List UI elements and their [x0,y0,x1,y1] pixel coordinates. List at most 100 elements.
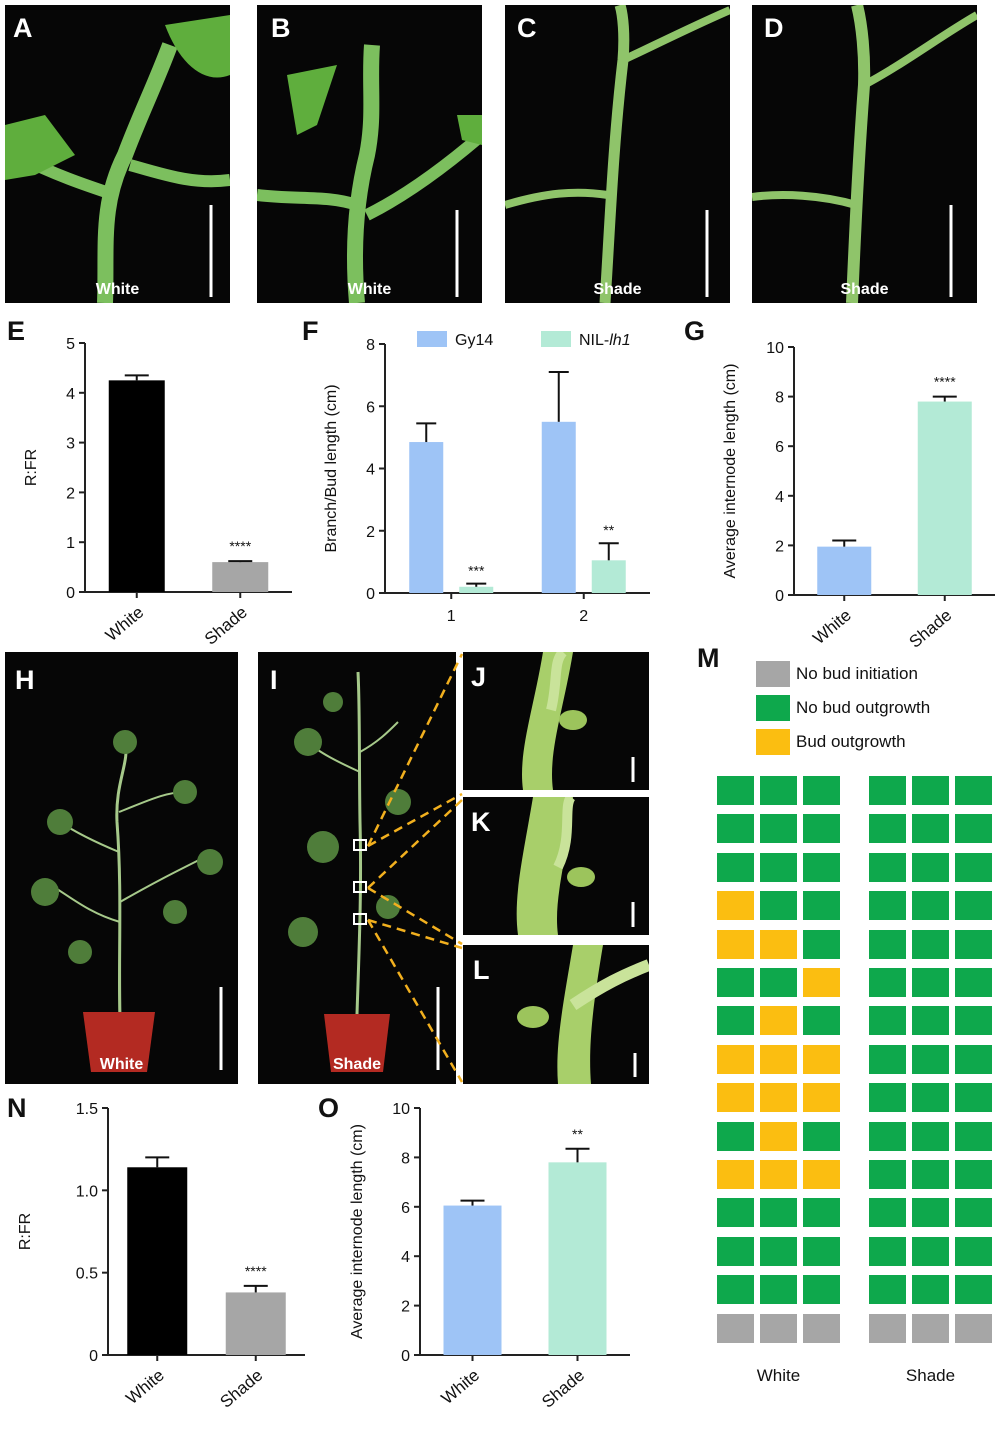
condition-label: White [347,281,392,298]
grid-cell [760,1083,797,1113]
grid-cell [760,1121,797,1151]
grid-cell [717,1044,754,1074]
panel-letter-e: E [7,316,26,346]
significance-label: **** [245,1263,267,1279]
y-axis-label: Branch/Bud length (cm) [323,384,340,552]
grid-cell [717,1083,754,1113]
bar [127,1167,188,1355]
y-axis-label: Average internode length (cm) [349,1124,366,1339]
grid-cell [717,1236,754,1266]
y-tick-label: 0 [401,1348,410,1365]
chart-svg: 0 2 4 6 8 10 Average internode length (cm) Whit… [349,1101,630,1412]
grid-cell [717,891,754,921]
grid-cell [912,814,949,844]
y-tick-label: 8 [366,337,375,354]
grid-cell [717,1160,754,1189]
stem-illustration [5,15,230,303]
grid-cell [717,968,754,997]
bar [591,560,626,593]
legend-swatch [756,661,790,687]
grid-cell [760,1160,797,1189]
y-tick-label: 6 [366,399,375,416]
grid-cell [955,1121,992,1151]
grid-cell [717,1275,754,1305]
photo-l: L [463,945,649,1084]
x-tick-label: Shade [201,603,251,649]
stem-illustration [257,44,482,303]
y-tick-label: 5 [66,336,75,353]
x-tick-label: White [809,606,855,648]
panel-letter: A [13,13,33,43]
grid-cell [955,1236,992,1266]
grid-cell [912,929,949,959]
grid-cell [803,1083,840,1113]
y-tick-label: 4 [401,1249,410,1266]
grid-cell [955,1275,992,1305]
grid-cell [717,776,754,805]
grid-cell [955,968,992,997]
bar [917,401,972,595]
grid-cell [803,929,840,959]
grid-cell [955,1198,992,1228]
grid-cell [955,776,992,805]
y-tick-label: 1 [66,535,75,552]
grid-cell [760,1275,797,1305]
legend-no-bud-outgrowth: No bud outgrowth [756,695,930,721]
bar [225,1292,286,1355]
grid-cell [760,1044,797,1074]
grid-cell [869,776,906,805]
node-closeup [516,797,635,935]
grid-cell [912,891,949,921]
grid-cell [869,1044,906,1074]
grid-cell [803,1275,840,1305]
condition-label: Shade [593,281,642,298]
x-tick-label: White [122,1366,168,1408]
grid-cell [760,852,797,882]
grid-cell [869,814,906,844]
grid-cell [869,1121,906,1151]
grid-cell [760,1236,797,1266]
grid-cell [869,1006,906,1036]
chart-svg: 0 0.5 1.0 1.5 R:FR White **** Shade [17,1101,305,1412]
y-tick-label: 1.5 [76,1101,98,1118]
panel-letter: B [271,13,291,43]
node-closeup [517,945,649,1084]
photo-c: C Shade [505,5,730,303]
grid-cell [760,929,797,959]
y-tick-label: 10 [392,1101,410,1118]
grid-cell [912,1121,949,1151]
grid-cell [869,1236,906,1266]
panel-letter-n: N [7,1093,27,1123]
grid-cell [955,814,992,844]
y-tick-label: 6 [401,1200,410,1217]
grid-cell [803,968,840,997]
y-axis-label: R:FR [17,1213,34,1250]
grid-cell [760,1313,797,1343]
panel-letter: K [471,807,491,837]
bar [459,586,494,593]
y-tick-label: 10 [766,340,784,357]
legend-label: Bud outgrowth [796,732,906,751]
grid-cell [912,1236,949,1266]
x-tick-label: Shade [905,606,955,652]
y-tick-label: 8 [401,1150,410,1167]
grid-cell [955,1006,992,1036]
y-tick-label: 0 [89,1348,98,1365]
chart-n: 0 0.5 1.0 1.5 R:FR White **** Shade [0,1095,310,1425]
legend-label: No bud outgrowth [796,698,931,717]
grid-cell [803,814,840,844]
grid-cell [760,776,797,805]
grid-cell [803,1198,840,1228]
y-tick-label: 4 [366,462,375,479]
chart-svg: 0 1 2 3 4 5 R:FR White **** Shade [23,336,292,649]
y-tick-label: 4 [66,386,75,403]
panel-letter: I [270,665,278,695]
y-tick-label: 0 [66,585,75,602]
plant-illustration [288,671,440,1072]
x-tick-label: Shade [538,1366,588,1412]
grid-cell [717,814,754,844]
grid-cell [803,1044,840,1074]
significance-label: **** [229,538,251,554]
grid-cell [869,1083,906,1113]
panel-letter-o: O [318,1093,340,1123]
